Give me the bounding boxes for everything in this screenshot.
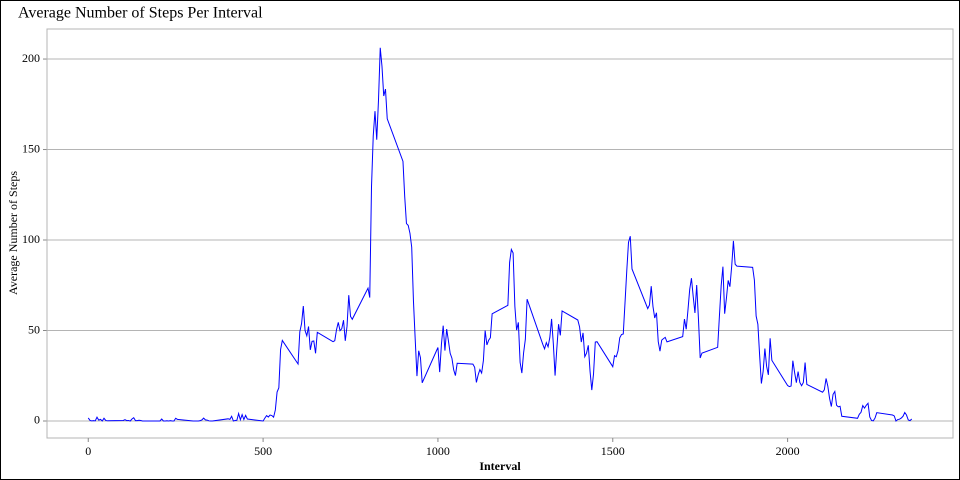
x-axis-label: Interval <box>479 459 521 473</box>
y-tick-label: 50 <box>28 322 40 336</box>
x-tick-label: 500 <box>254 444 272 458</box>
y-axis-label: Average Number of Steps <box>6 171 20 295</box>
plot-border <box>46 28 954 439</box>
y-tick-label: 0 <box>34 413 40 427</box>
x-tick-label: 1500 <box>601 444 625 458</box>
y-tick-label: 200 <box>22 51 40 65</box>
y-tick-label: 100 <box>22 232 40 246</box>
x-tick-label: 0 <box>85 444 91 458</box>
chart-title: Average Number of Steps Per Interval <box>18 5 263 22</box>
x-tick-label: 2000 <box>776 444 800 458</box>
y-tick-label: 150 <box>22 141 40 155</box>
line <box>87 47 913 422</box>
x-tick-label: 1000 <box>426 444 450 458</box>
